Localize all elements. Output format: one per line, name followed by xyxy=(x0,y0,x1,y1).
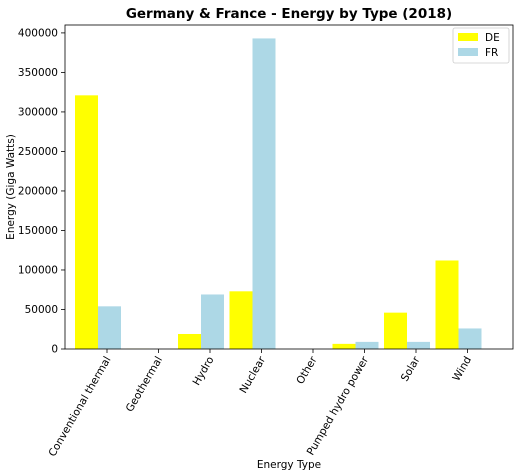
y-tick-label: 100000 xyxy=(18,264,58,276)
plot-area: 0 50000 100000 150000 200000 250000 300000 3500… xyxy=(18,24,514,459)
y-tick-label: 250000 xyxy=(18,146,58,158)
bar-de-nuclear xyxy=(229,291,253,349)
y-tick-label: 50000 xyxy=(25,304,58,316)
bar-fr-wind xyxy=(458,328,482,349)
legend-swatch-fr xyxy=(458,48,478,56)
bar-de-solar xyxy=(384,312,407,349)
chart-title: Germany & France - Energy by Type (2018) xyxy=(126,6,452,22)
bar-de-conventional-thermal xyxy=(75,95,98,349)
legend-label-de: DE xyxy=(485,32,500,44)
x-tick-label: Conventional thermal xyxy=(46,355,113,459)
x-tick-label: Other xyxy=(294,354,320,386)
x-tick-label: Geothermal xyxy=(124,355,165,415)
x-tick-label: Wind xyxy=(451,355,475,384)
bar-fr-pumped-hydro-power xyxy=(355,341,379,349)
x-tick-label: Hydro xyxy=(191,355,217,388)
bar-fr-hydro xyxy=(201,294,224,349)
y-axis-label: Energy (Giga Watts) xyxy=(5,134,17,240)
bar-de-wind xyxy=(435,260,459,349)
bar-de-hydro xyxy=(178,333,201,349)
y-tick-label: 400000 xyxy=(18,27,58,39)
legend-swatch-de xyxy=(458,33,478,41)
bar-fr-conventional-thermal xyxy=(98,306,121,349)
y-tick-label: 200000 xyxy=(18,185,58,197)
y-tick-label: 350000 xyxy=(18,67,58,79)
bar-de-pumped-hydro-power xyxy=(332,343,356,349)
legend: DE FR xyxy=(452,27,510,64)
y-tick-label: 0 xyxy=(51,344,58,356)
legend-label-fr: FR xyxy=(485,47,498,59)
x-tick-label: Solar xyxy=(399,354,423,384)
bar-fr-solar xyxy=(407,341,430,349)
y-tick-label: 150000 xyxy=(18,225,58,237)
bar-fr-nuclear xyxy=(252,38,276,350)
x-tick-label: Nuclear xyxy=(237,354,268,396)
x-tick-label: Pumped hydro power xyxy=(305,354,372,458)
plot-frame xyxy=(64,24,514,350)
y-tick-label: 300000 xyxy=(18,106,58,118)
x-axis-label: Energy Type xyxy=(257,459,321,471)
